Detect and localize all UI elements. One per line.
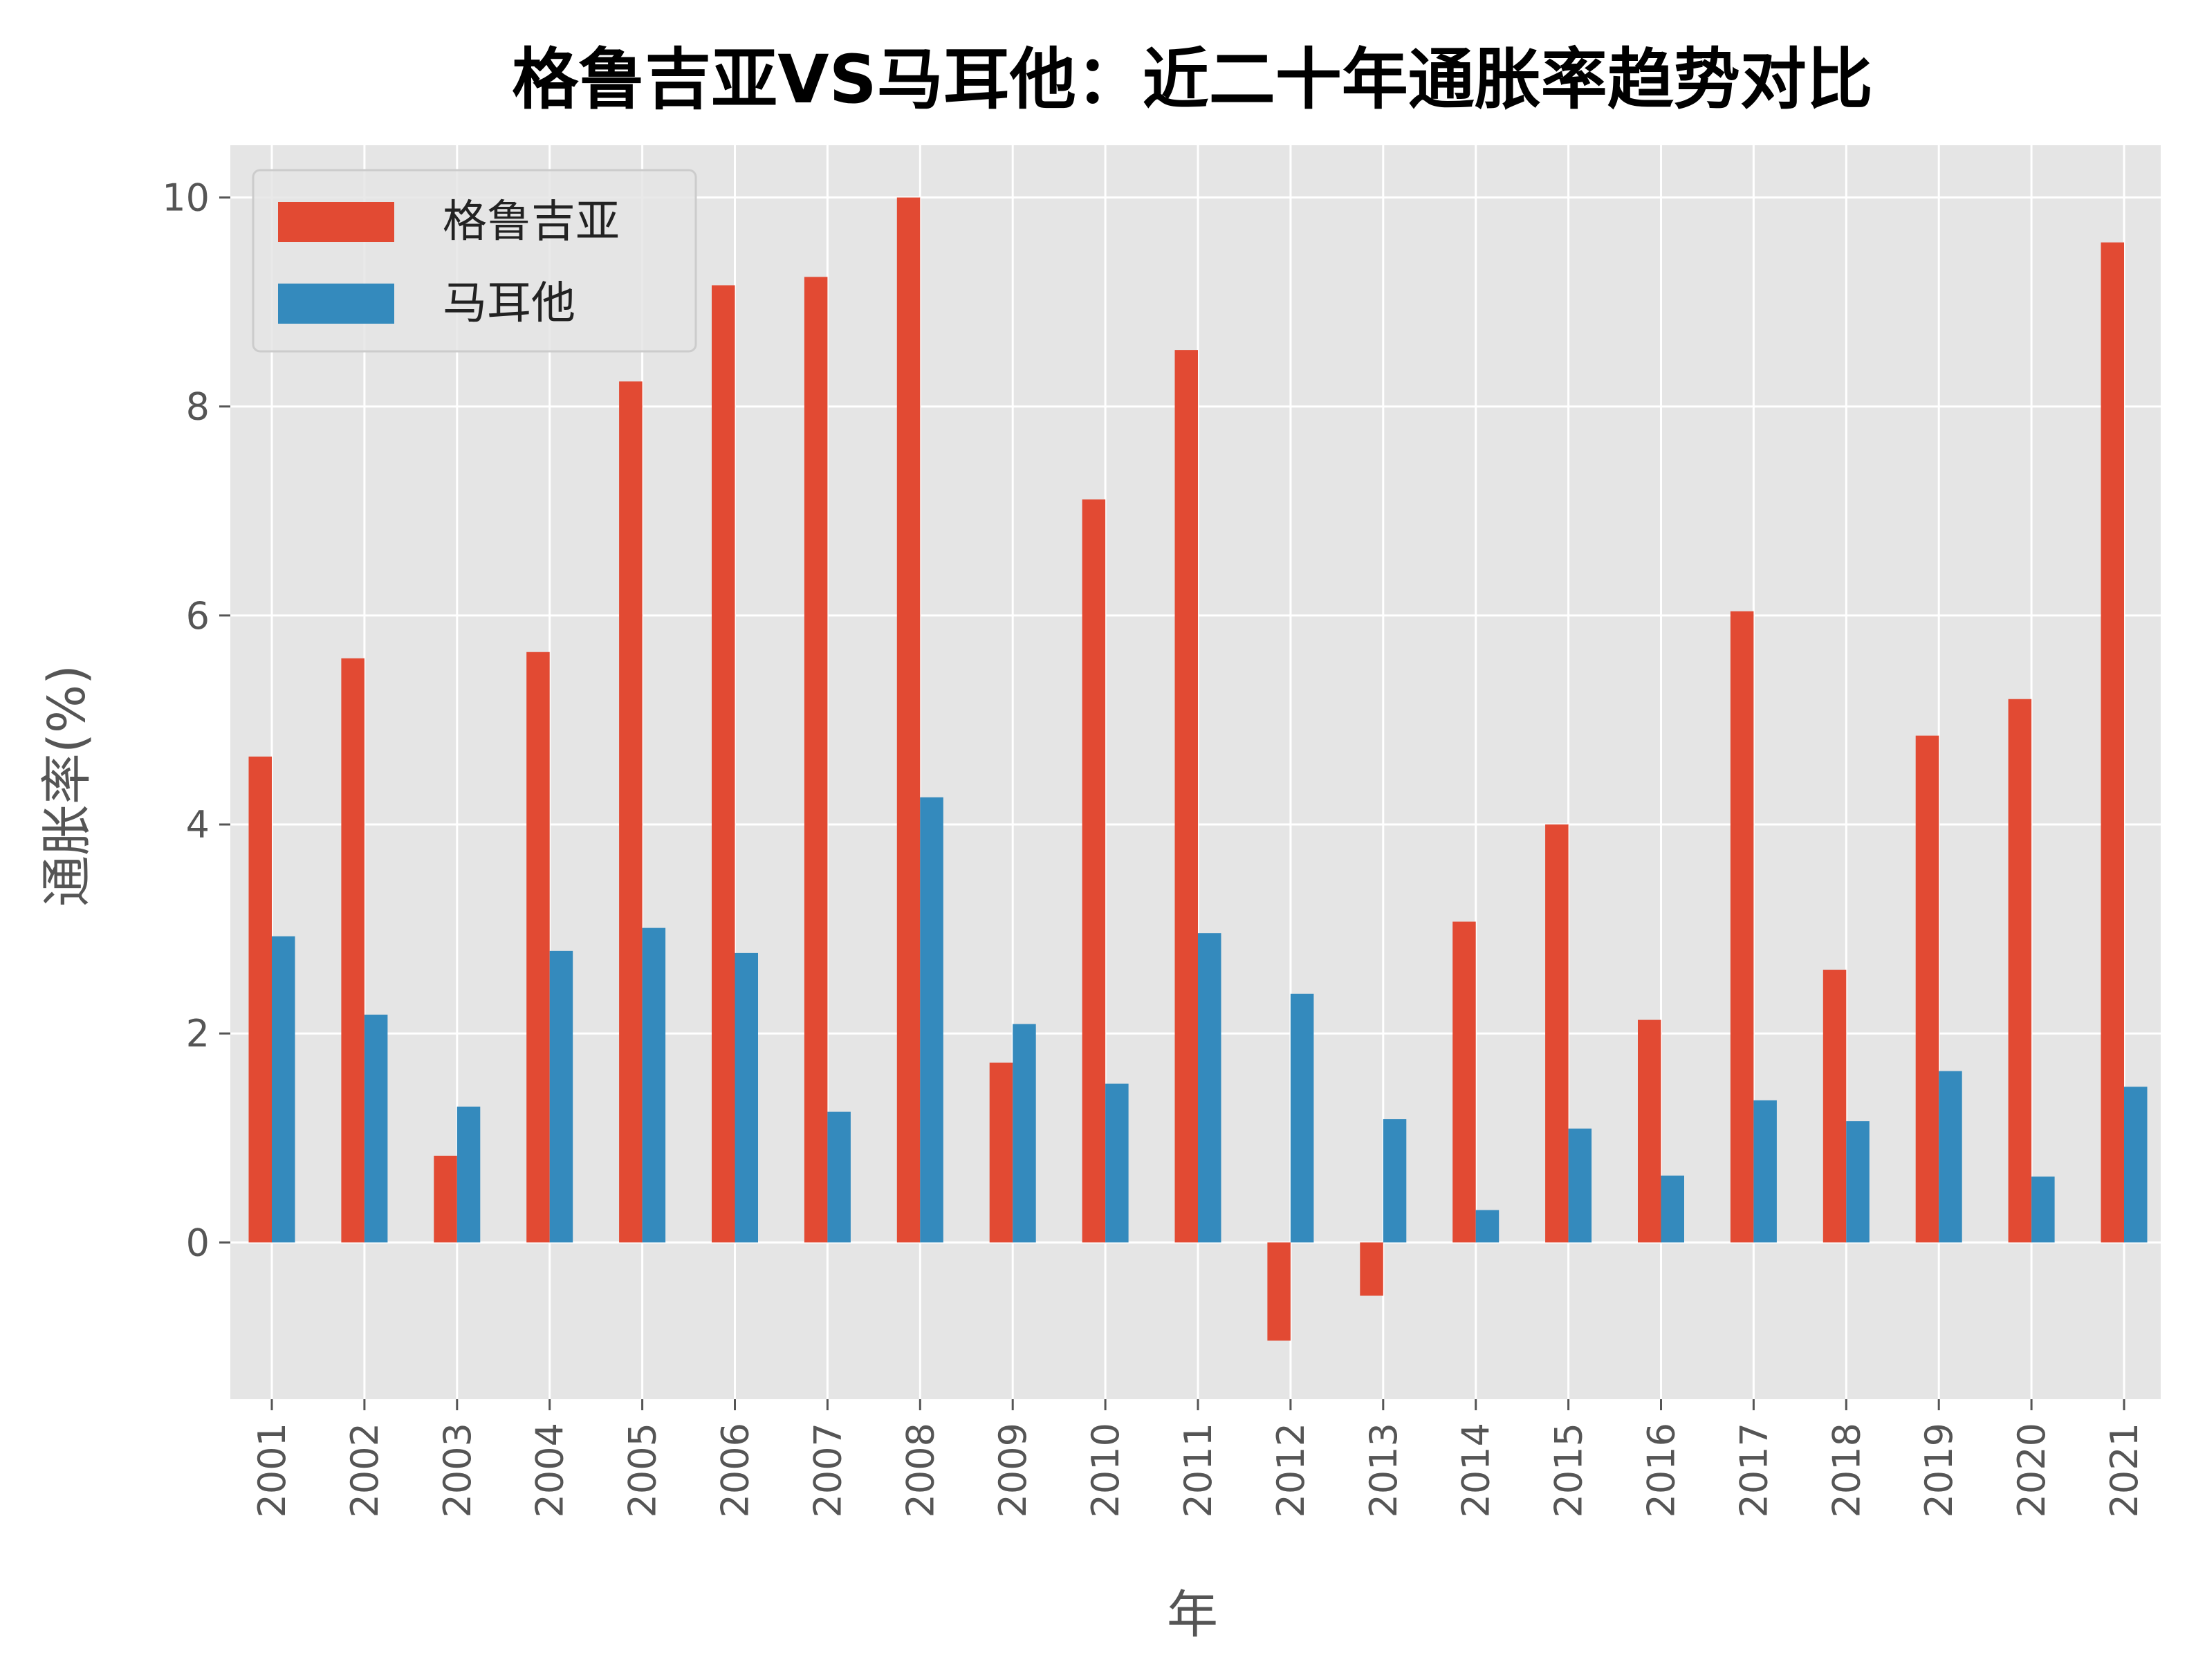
- bar-georgia-2017: [1730, 611, 1754, 1243]
- bar-malta-2009: [1013, 1024, 1036, 1243]
- bar-georgia-2020: [2008, 699, 2032, 1243]
- x-tick-label: 2009: [991, 1423, 1035, 1517]
- bar-georgia-2019: [1915, 735, 1939, 1243]
- x-tick-label: 2008: [898, 1423, 942, 1517]
- bar-malta-2007: [827, 1111, 851, 1243]
- bar-malta-2014: [1475, 1210, 1500, 1243]
- bar-georgia-2005: [619, 381, 643, 1243]
- x-axis-label: 年: [1167, 1585, 1218, 1645]
- x-tick-label: 2007: [806, 1423, 849, 1517]
- x-tick-label: 2011: [1177, 1423, 1220, 1517]
- bar-georgia-2009: [989, 1062, 1013, 1243]
- bar-malta-2015: [1568, 1128, 1592, 1243]
- legend-label: 格鲁吉亚: [443, 196, 620, 248]
- bar-georgia-2007: [804, 277, 828, 1243]
- y-tick-label: 2: [186, 1012, 210, 1055]
- x-tick-label: 2021: [2103, 1423, 2146, 1517]
- x-tick-label: 2015: [1547, 1423, 1591, 1517]
- x-tick-label: 2006: [714, 1423, 757, 1517]
- bar-georgia-2021: [2101, 242, 2124, 1243]
- x-tick-label: 2003: [436, 1423, 479, 1517]
- bar-georgia-2006: [712, 285, 735, 1243]
- bar-malta-2018: [1846, 1121, 1870, 1243]
- x-tick-label: 2005: [621, 1423, 665, 1517]
- bar-malta-2004: [549, 950, 573, 1243]
- bar-malta-2001: [272, 936, 295, 1243]
- bar-malta-2013: [1383, 1119, 1407, 1243]
- bar-malta-2020: [2031, 1176, 2055, 1243]
- legend-label: 马耳他: [443, 278, 575, 329]
- bar-malta-2016: [1661, 1175, 1684, 1243]
- x-tick-label: 2017: [1732, 1423, 1775, 1517]
- bar-malta-2021: [2124, 1087, 2148, 1243]
- bar-malta-2012: [1290, 993, 1314, 1243]
- y-tick-label: 10: [162, 176, 210, 220]
- bar-malta-2008: [920, 797, 943, 1243]
- x-tick-label: 2020: [2010, 1423, 2054, 1517]
- x-tick-label: 2004: [528, 1423, 572, 1517]
- x-tick-label: 2019: [1917, 1423, 1961, 1517]
- bar-malta-2017: [1753, 1100, 1777, 1243]
- x-tick-label: 2016: [1640, 1423, 1683, 1517]
- bar-georgia-2010: [1082, 499, 1106, 1243]
- bar-georgia-2011: [1174, 350, 1198, 1243]
- x-tick-label: 2012: [1269, 1423, 1313, 1517]
- x-tick-label: 2010: [1084, 1423, 1127, 1517]
- bar-malta-2006: [735, 952, 758, 1243]
- bar-malta-2005: [642, 927, 666, 1243]
- legend-swatch: [278, 202, 394, 242]
- legend-swatch: [278, 284, 394, 324]
- bar-georgia-2016: [1638, 1019, 1661, 1243]
- bar-georgia-2012: [1267, 1242, 1291, 1341]
- y-tick-label: 8: [186, 385, 210, 429]
- bar-georgia-2002: [341, 658, 365, 1243]
- bar-georgia-2001: [248, 756, 272, 1243]
- axes: 0 2 4 6 8 10 2001 2002 2003 2004 2005 2006 2007 2008 2…: [162, 176, 2146, 1518]
- bar-malta-2003: [456, 1106, 481, 1243]
- bar-georgia-2018: [1823, 970, 1847, 1243]
- bar-georgia-2008: [896, 197, 921, 1243]
- bar-malta-2019: [1939, 1071, 1962, 1243]
- bar-malta-2002: [364, 1015, 388, 1243]
- x-tick-label: 2013: [1362, 1423, 1405, 1517]
- bar-georgia-2015: [1545, 824, 1569, 1243]
- y-tick-label: 4: [186, 803, 210, 847]
- bars: [248, 197, 2148, 1341]
- bar-malta-2011: [1198, 933, 1221, 1243]
- chart-title: 格鲁吉亚VS马耳他：近二十年通胀率趋势对比: [512, 41, 1872, 118]
- y-tick-label: 6: [186, 594, 210, 638]
- x-tick-label: 2002: [343, 1423, 387, 1517]
- bar-georgia-2004: [526, 652, 550, 1243]
- x-tick-label: 2018: [1825, 1423, 1868, 1517]
- y-tick-label: 0: [186, 1221, 210, 1264]
- x-tick-label: 2014: [1455, 1423, 1498, 1517]
- bar-georgia-2003: [434, 1155, 457, 1243]
- x-tick-label: 2001: [250, 1423, 294, 1517]
- bar-georgia-2013: [1360, 1242, 1383, 1296]
- bar-malta-2010: [1105, 1083, 1129, 1243]
- y-axis-label: 通胀率(%): [37, 665, 97, 907]
- bar-georgia-2014: [1452, 921, 1476, 1243]
